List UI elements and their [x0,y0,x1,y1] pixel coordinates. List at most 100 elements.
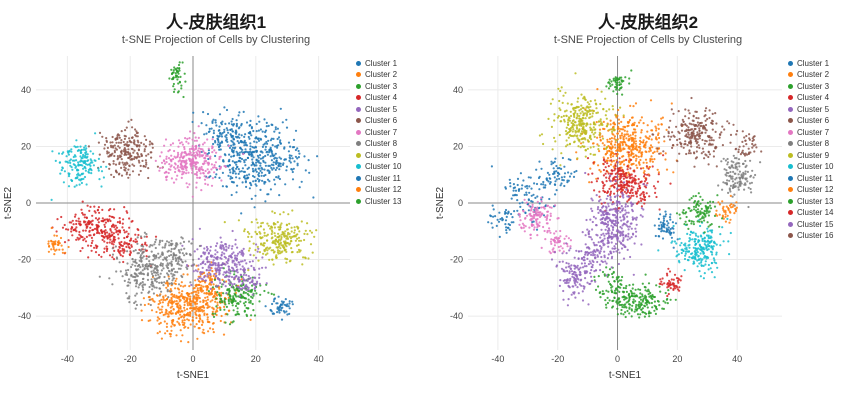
x-tick-label: -40 [491,354,504,364]
y-tick-label: 40 [453,85,463,95]
tsne-scatter-plot[interactable]: -40 -20 0 20 40 -40 -20 0 20 40 t-SNE1 t-SNE2 [434,50,788,382]
legend-item[interactable]: Cluster 2 [356,70,426,81]
x-tick-label: 20 [251,354,261,364]
legend-item[interactable]: Cluster 11 [356,173,426,184]
x-axis-title: t-SNE1 [177,370,210,381]
legend-marker-icon [356,187,361,193]
legend-item[interactable]: Cluster 6 [788,116,858,127]
legend-marker-icon [788,187,793,193]
legend-item[interactable]: Cluster 1 [356,58,426,69]
legend-item[interactable]: Cluster 6 [356,116,426,127]
cluster-points [658,267,683,298]
legend-marker-icon [356,118,361,124]
legend-marker-icon [356,198,361,204]
legend-marker-icon [788,141,793,147]
legend-label: Cluster 5 [797,104,830,114]
legend-item[interactable]: Cluster 10 [356,162,426,173]
cluster-points [550,242,597,307]
legend-label: Cluster 4 [797,93,830,103]
legend-item[interactable]: Cluster 16 [788,231,858,242]
legend-label: Cluster 4 [365,93,398,103]
x-tick-label: -20 [551,354,564,364]
cluster-points [264,295,294,321]
panel-skin-tissue-2: 人-皮肤组织2 t-SNE Projection of Cells by Clu… [432,0,864,406]
legend-marker-icon [356,83,361,89]
x-axis-title: t-SNE1 [609,370,642,381]
legend-label: Cluster 7 [797,127,830,137]
legend-item[interactable]: Cluster 9 [788,150,858,161]
cluster-points [538,72,625,167]
legend-item[interactable]: Cluster 2 [788,70,858,81]
cluster-points [47,226,70,256]
legend-item[interactable]: Cluster 9 [356,150,426,161]
legend-label: Cluster 12 [365,185,402,195]
legend-label: Cluster 13 [365,196,402,206]
legend-item[interactable]: Cluster 5 [788,104,858,115]
legend-item[interactable]: Cluster 10 [788,162,858,173]
legend-label: Cluster 11 [797,173,833,183]
legend-label: Cluster 10 [365,162,402,172]
legend-label: Cluster 15 [797,219,834,229]
legend-marker-icon [356,60,361,66]
y-tick-label: -20 [450,255,463,265]
legend-item[interactable]: Cluster 13 [356,196,426,207]
y-tick-label: 40 [21,85,31,95]
legend-item[interactable]: Cluster 12 [788,185,858,196]
tsne-scatter-plot[interactable]: -40 -20 0 20 40 -40 -20 0 20 40 t-SNE1 t-SNE2 [2,50,356,382]
legend-label: Cluster 9 [797,150,830,160]
cluster-points [517,196,572,255]
legend-marker-icon [788,221,793,227]
cluster-points [179,227,268,298]
y-tick-label: 0 [458,198,463,208]
plot-wrap: -40 -20 0 20 40 -40 -20 0 20 40 t-SNE1 t-SNE2 Clust… [432,50,864,382]
legend-item[interactable]: Cluster 8 [356,139,426,150]
cluster-points [717,151,762,209]
legend-label: Cluster 12 [797,185,834,195]
panel-title: 人-皮肤组织2 [597,13,699,32]
cluster-points [154,125,245,198]
legend-marker-icon [356,164,361,170]
legend-item[interactable]: Cluster 3 [788,81,858,92]
cluster-points [223,209,318,272]
legend-item[interactable]: Cluster 7 [356,127,426,138]
legend-label: Cluster 7 [365,127,398,137]
legend-label: Cluster 2 [797,70,830,80]
legend-item[interactable]: Cluster 12 [356,185,426,196]
cluster-points [605,69,724,234]
cluster-points [191,106,319,215]
plot-wrap: -40 -20 0 20 40 -40 -20 0 20 40 t-SNE1 t-SNE2 Clust… [0,50,432,382]
cluster-points [734,130,763,157]
legend-item[interactable]: Cluster 13 [788,196,858,207]
legend-marker-icon [788,83,793,89]
legend-label: Cluster 3 [365,81,398,91]
legend-label: Cluster 14 [797,208,834,218]
legend-label: Cluster 8 [797,139,830,149]
legend-item[interactable]: Cluster 5 [356,104,426,115]
cluster-points [593,266,677,319]
x-tick-label: 0 [190,354,195,364]
legend-item[interactable]: Cluster 4 [788,93,858,104]
legend-item[interactable]: Cluster 8 [788,139,858,150]
x-tick-label: -40 [61,354,74,364]
y-axis-title: t-SNE2 [435,186,446,219]
legend-item[interactable]: Cluster 15 [788,219,858,230]
cluster-legend: Cluster 1 Cluster 2 Cluster 3 Cluster 4 Clus… [356,58,426,207]
legend-item[interactable]: Cluster 14 [788,208,858,219]
legend-item[interactable]: Cluster 4 [356,93,426,104]
legend-item[interactable]: Cluster 3 [356,81,426,92]
legend-marker-icon [356,106,361,112]
cluster-points [50,132,108,201]
y-tick-label: -40 [18,311,31,321]
x-tick-label: 20 [672,354,682,364]
legend-item[interactable]: Cluster 7 [788,127,858,138]
legend-label: Cluster 8 [365,139,398,149]
legend-item[interactable]: Cluster 1 [788,58,858,69]
legend-item[interactable]: Cluster 11 [788,173,858,184]
y-tick-label: 20 [453,141,463,151]
cluster-points [653,210,679,249]
legend-marker-icon [788,210,793,216]
legend-marker-icon [788,164,793,170]
x-tick-label: 40 [732,354,742,364]
cluster-points [168,61,187,99]
